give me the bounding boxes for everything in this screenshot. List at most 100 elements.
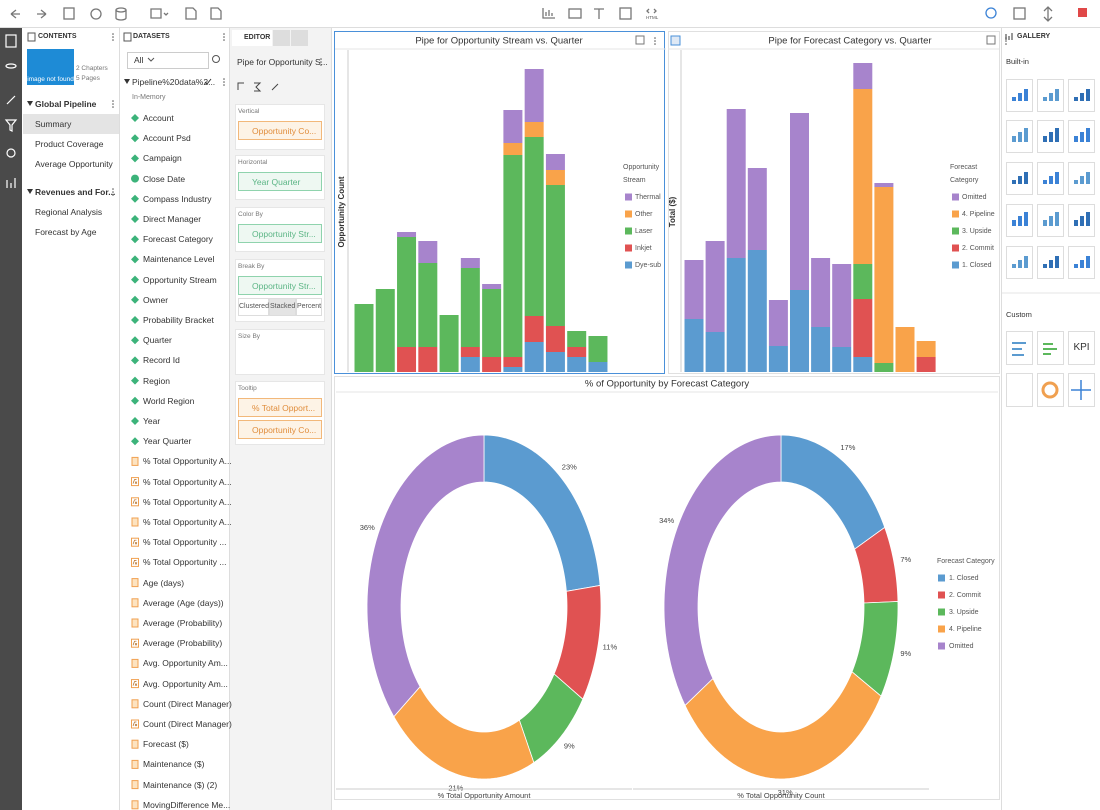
tab-label[interactable]: EDITOR <box>244 34 271 41</box>
field-item[interactable]: Average (Age (days)) <box>143 597 224 608</box>
chart-panel[interactable] <box>334 376 1000 800</box>
field-item[interactable]: % Total Opportunity A... <box>143 476 232 487</box>
add-data-icon[interactable] <box>150 8 169 19</box>
field-item[interactable]: Age (days) <box>143 577 185 588</box>
field-item[interactable]: World Region <box>143 395 195 406</box>
field-item[interactable]: Count (Direct Manager) <box>143 698 232 709</box>
dataset-name[interactable]: Pipeline%20data%2... <box>132 77 216 87</box>
chart-filter-icon[interactable] <box>670 35 681 46</box>
image-icon[interactable] <box>619 7 632 20</box>
pill-label[interactable]: Opportunity Str... <box>252 228 316 239</box>
chart-type-button[interactable] <box>1006 162 1033 195</box>
field-item[interactable]: Compass Industry <box>143 193 212 204</box>
field-item[interactable]: Avg. Opportunity Am... <box>143 658 228 669</box>
break-option[interactable]: Percent <box>296 298 322 316</box>
editor-icon[interactable] <box>6 95 16 105</box>
fit-icon[interactable] <box>1013 7 1026 20</box>
redo-icon[interactable] <box>37 9 47 19</box>
chart-type-button[interactable] <box>1006 246 1033 279</box>
custom-chart-button[interactable] <box>1068 373 1095 407</box>
chart-type-button[interactable] <box>1006 204 1033 237</box>
maximize-icon[interactable] <box>635 35 645 45</box>
field-item[interactable]: Count (Direct Manager) <box>143 719 232 729</box>
field-pill[interactable] <box>238 172 322 191</box>
filter-side-icon[interactable] <box>4 119 18 132</box>
format-tab[interactable] <box>291 30 308 46</box>
field-item[interactable]: MovingDifference Me... <box>143 799 231 810</box>
search-icon[interactable] <box>212 55 220 63</box>
add-custom-icon[interactable] <box>1071 380 1091 400</box>
field-item[interactable]: Avg. Opportunity Am... <box>143 678 228 689</box>
datasets-icon[interactable] <box>5 63 17 69</box>
pill-label[interactable]: % Total Opport... <box>252 402 316 413</box>
field-pill[interactable] <box>238 420 322 439</box>
chapter-title[interactable]: Revenues and For... <box>35 187 116 197</box>
field-item[interactable]: % Total Opportunity A... <box>143 517 232 527</box>
chart-panel[interactable] <box>668 31 1000 374</box>
field-pill[interactable] <box>238 276 322 295</box>
save-icon[interactable] <box>63 7 75 20</box>
chart-side-icon[interactable] <box>6 178 16 188</box>
field-item[interactable]: Region <box>143 375 170 386</box>
chart-type-button[interactable] <box>1037 246 1064 279</box>
filter-icon[interactable] <box>568 8 582 19</box>
field-item[interactable]: Forecast ($) <box>143 739 189 750</box>
filter-tab[interactable] <box>273 30 290 46</box>
field-item[interactable]: Account <box>143 113 174 123</box>
editor-tab[interactable] <box>232 30 272 46</box>
field-item[interactable]: Record Id <box>143 355 180 366</box>
page-item[interactable]: Average Opportunity <box>35 159 113 169</box>
field-item[interactable]: % Total Opportunity A... <box>143 496 232 507</box>
field-item[interactable]: % Total Opportunity ... <box>143 557 227 568</box>
field-pill[interactable] <box>238 224 322 243</box>
field-item[interactable]: Campaign <box>143 153 182 164</box>
new-page-icon[interactable] <box>210 7 222 20</box>
field-item[interactable]: Average (Probability) <box>143 618 223 628</box>
field-item[interactable]: Year Quarter <box>143 436 192 447</box>
settings-icon[interactable] <box>6 148 16 158</box>
chart-type-button[interactable] <box>1037 79 1064 112</box>
dataset-select[interactable] <box>127 52 209 69</box>
explore-icon[interactable] <box>985 7 997 19</box>
custom-chart-button[interactable] <box>1068 331 1095 365</box>
pill-label[interactable]: Year Quarter <box>252 176 301 187</box>
html-icon[interactable] <box>646 8 657 14</box>
custom-chart-button[interactable] <box>1037 373 1064 407</box>
chart-type-button[interactable] <box>1006 120 1033 153</box>
field-item[interactable]: Quarter <box>143 335 172 346</box>
chart-type-button[interactable] <box>1037 120 1064 153</box>
text-icon[interactable] <box>594 8 604 19</box>
pill-label[interactable]: Opportunity Str... <box>252 280 316 291</box>
break-option[interactable]: Clustered <box>238 298 269 316</box>
pill-label[interactable]: Opportunity Co... <box>252 424 317 435</box>
field-item[interactable]: Opportunity Stream <box>143 274 217 285</box>
chart-icon[interactable] <box>542 8 555 19</box>
chart-type-button[interactable] <box>1037 204 1064 237</box>
chart-type-button[interactable] <box>1068 246 1095 279</box>
chart-type-button[interactable] <box>1068 120 1095 153</box>
undo-icon[interactable] <box>10 9 20 19</box>
move-icon[interactable] <box>1043 6 1053 22</box>
pill-label[interactable]: Opportunity Co... <box>252 125 317 136</box>
chart-type-button[interactable] <box>1068 204 1095 237</box>
field-item[interactable]: Average (Probability) <box>143 638 223 649</box>
chart-type-button[interactable] <box>1037 162 1064 195</box>
custom-chart-button[interactable] <box>1006 373 1033 407</box>
field-item[interactable]: Account Psd <box>143 133 191 144</box>
field-item[interactable]: Maintenance ($) (2) <box>143 779 218 790</box>
field-item[interactable]: Forecast Category <box>143 234 213 245</box>
page-item[interactable]: Product Coverage <box>35 139 104 149</box>
field-item[interactable]: Owner <box>143 294 169 305</box>
refresh-icon[interactable] <box>90 8 102 20</box>
field-item[interactable]: Probability Bracket <box>143 315 214 325</box>
copy-icon[interactable] <box>185 7 197 20</box>
custom-chart-button[interactable] <box>1006 331 1033 365</box>
page-item[interactable]: Forecast by Age <box>35 227 97 237</box>
field-item[interactable]: Maintenance Level <box>143 254 215 265</box>
custom-chart-button[interactable] <box>1037 331 1064 365</box>
field-item[interactable]: Maintenance ($) <box>143 759 205 770</box>
field-pill[interactable] <box>238 121 322 140</box>
maximize-icon[interactable] <box>986 35 996 45</box>
contents-icon[interactable] <box>5 34 17 48</box>
break-option[interactable]: Stacked <box>269 298 296 316</box>
